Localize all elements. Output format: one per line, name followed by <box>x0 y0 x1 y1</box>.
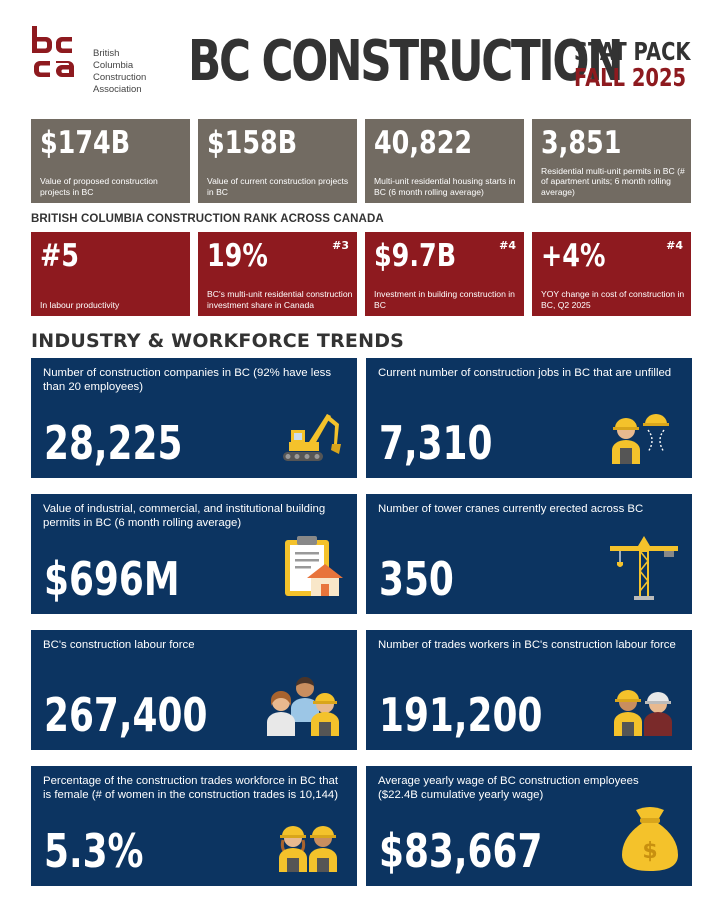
season-label: FALL 2025 <box>574 63 687 92</box>
stat-pack-label: STAT PACK <box>574 37 691 66</box>
trend-card-unfilled-jobs: Current number of construction jobs in B… <box>366 358 692 478</box>
trend-card-tower-cranes: Number of tower cranes currently erected… <box>366 494 692 614</box>
workforce-group-icon <box>267 677 339 736</box>
stat-card-proposed-projects: $174B Value of proposed construction pro… <box>31 119 190 203</box>
missing-workers-icon <box>612 414 669 464</box>
rank-card-investment-share: 19% #3 BC's multi-unit residential const… <box>198 232 357 316</box>
page-title: BC CONSTRUCTION <box>188 29 624 94</box>
tower-crane-icon <box>610 536 678 600</box>
rank-heading: BRITISH COLUMBIA CONSTRUCTION RANK ACROS… <box>31 213 384 225</box>
permit-clipboard-icon <box>285 536 343 596</box>
excavator-icon <box>283 414 341 461</box>
rank-card-labour-productivity: #5 In labour productivity <box>31 232 190 316</box>
stat-card-multi-unit-permits: 3,851 Residential multi-unit permits in … <box>532 119 691 203</box>
bcca-logo <box>32 26 74 77</box>
rank-badge: #4 <box>666 239 683 252</box>
logo-wordmark: British Columbia Construction Associatio… <box>93 48 147 95</box>
stat-card-current-projects: $158B Value of current construction proj… <box>198 119 357 203</box>
rank-badge: #3 <box>332 239 349 252</box>
money-bag-icon: $ <box>622 807 678 871</box>
svg-text:$: $ <box>642 839 657 864</box>
trend-card-labour-force: BC's construction labour force 267,400 <box>31 630 357 750</box>
trades-workers-icon <box>614 690 672 736</box>
trend-card-companies: Number of construction companies in BC (… <box>31 358 357 478</box>
rank-card-building-investment: $9.7B #4 Investment in building construc… <box>365 232 524 316</box>
rank-card-cost-change: +4% #4 YOY change in cost of constructio… <box>532 232 691 316</box>
stat-card-housing-starts: 40,822 Multi-unit residential housing st… <box>365 119 524 203</box>
rank-badge: #4 <box>499 239 516 252</box>
trend-card-icl-permits: Value of industrial, commercial, and ins… <box>31 494 357 614</box>
trend-card-female-workforce: Percentage of the construction trades wo… <box>31 766 357 886</box>
trend-card-trades-workers: Number of trades workers in BC's constru… <box>366 630 692 750</box>
female-worker-icon <box>279 826 337 872</box>
trend-card-average-wage: Average yearly wage of BC construction e… <box>366 766 692 886</box>
section-heading: INDUSTRY & WORKFORCE TRENDS <box>31 330 405 352</box>
